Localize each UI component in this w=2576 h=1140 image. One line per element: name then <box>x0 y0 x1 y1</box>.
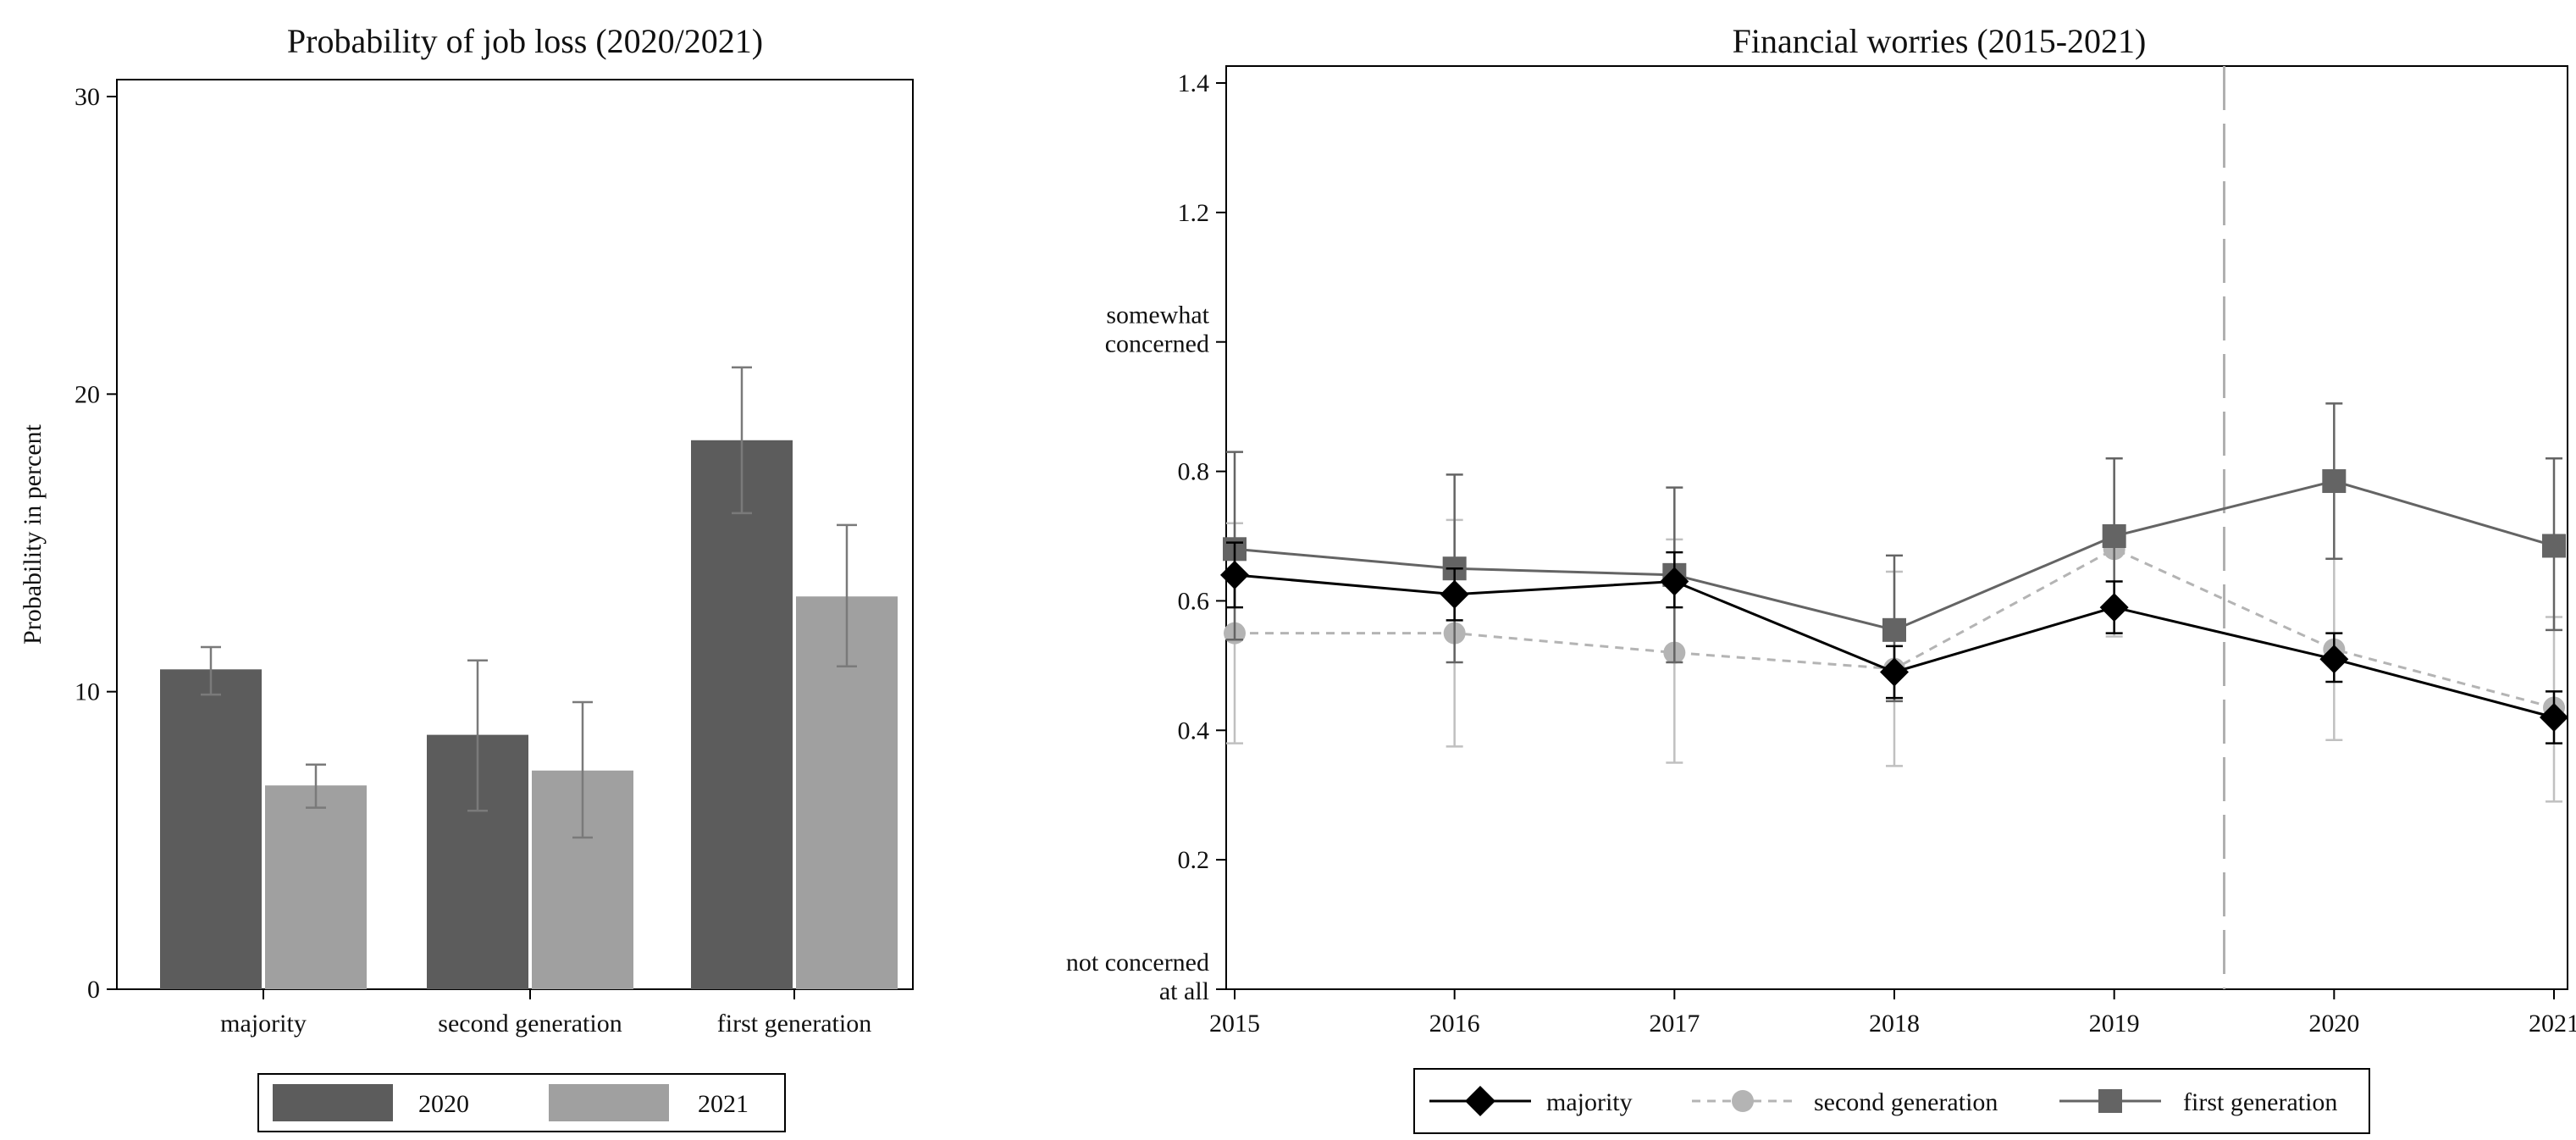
y-tick-label: 0.2 <box>1178 846 1210 874</box>
legend-label-2021: 2021 <box>698 1090 749 1118</box>
legend-label-2020: 2020 <box>418 1090 469 1118</box>
financial-worries-plot-frame <box>1225 65 2568 990</box>
job-loss-bars <box>160 366 898 989</box>
legend-label-second-generation: second generation <box>1814 1088 1998 1116</box>
y-tick-label: 10 <box>75 678 100 706</box>
x-tick-label-2021: 2021 <box>2529 1010 2576 1038</box>
point-majority-2019 <box>2099 593 2129 623</box>
financial-worries-y-ticks: not concerned at all 0.2 0.4 0.6 0.8 somewhat c… <box>1066 69 1226 1005</box>
financial-worries-x-ticks: 2015 2016 2017 2018 2019 2020 2021 <box>1209 989 2576 1038</box>
x-tick-label-second-generation: second generation <box>438 1010 622 1038</box>
legend-swatch-2021 <box>549 1084 669 1121</box>
financial-worries-chart-title: Financial worries (2015-2021) <box>1733 22 2147 60</box>
job-loss-chart: Probability of job loss (2020/2021) Prob… <box>19 22 914 1132</box>
legend-swatch-2020 <box>273 1084 393 1121</box>
job-loss-chart-title: Probability of job loss (2020/2021) <box>287 22 763 60</box>
legend-label-majority: majority <box>1546 1088 1633 1116</box>
x-tick-label-first-generation: first generation <box>717 1010 871 1038</box>
job-loss-legend: 2020 2021 <box>257 1073 786 1132</box>
legend-marker-first-generation <box>2098 1089 2122 1113</box>
legend-marker-second-generation <box>1732 1090 1754 1112</box>
x-tick-label-2018: 2018 <box>1869 1010 1920 1038</box>
y-tick-label: 0.4 <box>1178 717 1210 744</box>
point-majority-2021 <box>2540 703 2568 732</box>
job-loss-y-axis-label: Probability in percent <box>19 423 47 645</box>
job-loss-legend-box <box>257 1073 786 1132</box>
point-first-generation-2020 <box>2322 469 2347 494</box>
legend-label-first-generation: first generation <box>2183 1088 2337 1116</box>
y-tick-label: 1.4 <box>1178 69 1210 97</box>
y-tick-label: 30 <box>75 83 100 111</box>
financial-worries-legend-box <box>1413 1068 2370 1134</box>
x-tick-label-2015: 2015 <box>1209 1010 1260 1038</box>
point-first-generation-2019 <box>2102 524 2126 548</box>
bar-majority-2020 <box>160 669 262 989</box>
bar-first-generation-2020 <box>691 440 793 989</box>
financial-worries-chart: Financial worries (2015-2021) not concer… <box>1066 22 2576 1134</box>
point-majority-2018 <box>1880 657 1909 687</box>
y-tick-label: 0 <box>87 976 100 1004</box>
y-tick-label: 0.8 <box>1178 458 1210 486</box>
y-tick-label: 1.2 <box>1178 199 1210 227</box>
job-loss-x-ticks: majority second generation first generatio… <box>220 989 871 1038</box>
point-majority-2015 <box>1220 560 1249 589</box>
x-tick-label-2020: 2020 <box>2308 1010 2359 1038</box>
point-first-generation-2021 <box>2542 534 2566 558</box>
y-tick-label-line: somewhat <box>1106 302 1209 329</box>
point-majority-2016 <box>1440 579 1469 609</box>
financial-worries-legend: majority second generation first generat… <box>1413 1068 2370 1134</box>
series-majority <box>1220 541 2568 744</box>
y-tick-label-line: concerned <box>1105 330 1209 358</box>
y-tick-label-line: not concerned <box>1066 949 1209 977</box>
financial-worries-series <box>1220 402 2568 803</box>
y-tick-label: 20 <box>75 380 100 408</box>
legend-marker-majority <box>1465 1086 1495 1116</box>
x-tick-label-2017: 2017 <box>1649 1010 1700 1038</box>
y-tick-label: 0.6 <box>1178 587 1210 615</box>
point-majority-2017 <box>1660 567 1689 596</box>
y-tick-label: somewhat concerned <box>1105 302 1210 358</box>
x-tick-label-2016: 2016 <box>1429 1010 1480 1038</box>
bar-majority-2021 <box>265 785 367 989</box>
job-loss-y-ticks: 0 10 20 30 <box>75 83 117 1004</box>
x-tick-label-majority: majority <box>220 1010 307 1038</box>
point-first-generation-2018 <box>1882 617 1906 642</box>
point-majority-2020 <box>2319 645 2349 674</box>
y-tick-label: not concerned at all <box>1066 949 1209 1005</box>
x-tick-label-2019: 2019 <box>2089 1010 2140 1038</box>
y-tick-label-line: at all <box>1159 977 1209 1005</box>
